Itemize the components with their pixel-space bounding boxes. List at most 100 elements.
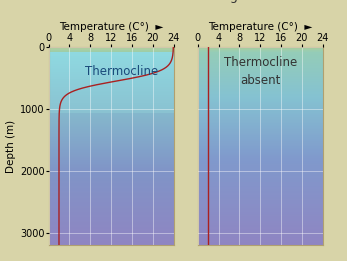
Bar [198, 213, 323, 214]
Bar [49, 105, 174, 106]
Bar [198, 155, 323, 156]
Bar [49, 71, 174, 72]
Bar [49, 201, 174, 202]
Bar [49, 120, 174, 121]
Bar [198, 177, 323, 178]
Bar [198, 146, 323, 147]
Bar [49, 142, 174, 143]
Bar [49, 151, 174, 152]
Bar [198, 69, 323, 70]
Bar [198, 52, 323, 53]
Bar [49, 80, 174, 81]
Bar [49, 194, 174, 195]
Bar [49, 179, 174, 180]
Bar [198, 68, 323, 69]
Bar [198, 84, 323, 85]
Bar [198, 90, 323, 91]
Bar [49, 52, 174, 53]
Bar [49, 215, 174, 216]
Bar [198, 133, 323, 134]
Bar [49, 157, 174, 158]
Bar [198, 208, 323, 209]
Bar [198, 101, 323, 102]
Bar [198, 51, 323, 52]
Bar [198, 182, 323, 183]
Bar [49, 98, 174, 99]
Bar [49, 123, 174, 124]
Bar [49, 203, 174, 204]
Bar [198, 194, 323, 195]
Bar [198, 154, 323, 155]
Bar [49, 63, 174, 64]
Bar [198, 108, 323, 109]
Bar [198, 216, 323, 217]
Bar [198, 72, 323, 73]
Bar [198, 241, 323, 242]
Bar [49, 144, 174, 145]
Bar [49, 231, 174, 232]
Bar [49, 119, 174, 120]
Bar [49, 62, 174, 63]
Bar [198, 78, 323, 79]
Bar [198, 135, 323, 136]
Bar [49, 118, 174, 119]
Bar [49, 67, 174, 68]
Bar [198, 103, 323, 104]
Bar [49, 220, 174, 221]
Bar [49, 148, 174, 149]
Bar [49, 221, 174, 222]
Bar [198, 126, 323, 127]
Bar [49, 173, 174, 174]
Bar [198, 132, 323, 133]
Bar [198, 204, 323, 205]
Bar [49, 222, 174, 223]
Bar [49, 79, 174, 80]
Bar [49, 169, 174, 170]
Bar [49, 96, 174, 97]
Bar [198, 88, 323, 89]
Bar [49, 155, 174, 156]
Bar [49, 110, 174, 111]
Bar [198, 98, 323, 99]
Bar [49, 129, 174, 130]
Bar [49, 145, 174, 146]
Bar [49, 218, 174, 219]
Bar [198, 115, 323, 116]
Bar [49, 152, 174, 153]
Bar [49, 75, 174, 76]
Bar [198, 236, 323, 237]
Bar [49, 140, 174, 141]
Bar [198, 79, 323, 80]
Bar [198, 111, 323, 112]
Bar [198, 150, 323, 151]
Bar [198, 96, 323, 97]
Bar [198, 107, 323, 108]
Bar [49, 206, 174, 207]
Bar [198, 203, 323, 204]
Bar [49, 113, 174, 114]
Bar [49, 128, 174, 129]
Bar [198, 105, 323, 106]
Bar [49, 50, 174, 51]
Bar [198, 183, 323, 184]
Bar [198, 170, 323, 171]
Bar [198, 195, 323, 196]
Bar [49, 77, 174, 78]
Bar [198, 66, 323, 67]
Bar [198, 225, 323, 226]
Bar [198, 122, 323, 123]
Bar [49, 68, 174, 69]
Bar [49, 99, 174, 100]
Bar [49, 47, 174, 48]
Bar [198, 61, 323, 62]
Bar [198, 118, 323, 119]
Bar [198, 212, 323, 213]
Bar [49, 49, 174, 50]
Bar [49, 208, 174, 209]
Bar [198, 76, 323, 77]
Bar [49, 211, 174, 212]
Bar [49, 163, 174, 164]
Bar [198, 231, 323, 232]
Bar [198, 185, 323, 186]
Bar [198, 224, 323, 225]
